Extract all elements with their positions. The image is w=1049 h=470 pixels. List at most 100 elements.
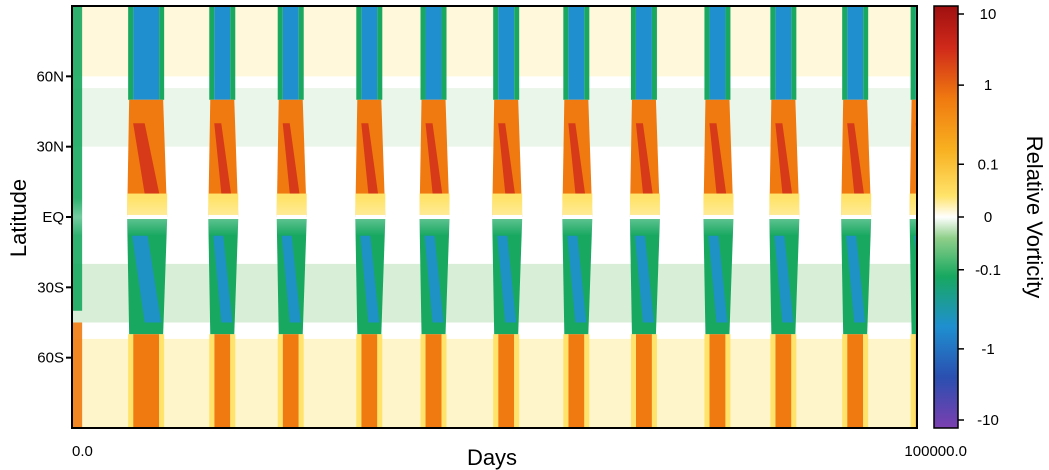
- burst-north-core: [775, 123, 794, 203]
- burst-south-polar: [214, 334, 231, 428]
- burst-north-core: [847, 123, 866, 203]
- burst-south-edge: [514, 334, 520, 428]
- burst-south-polar: [635, 334, 652, 428]
- burst-north-edge: [298, 6, 304, 100]
- burst-south-edge: [563, 334, 569, 428]
- colorbar-tick-label: -1: [981, 341, 994, 358]
- burst-north-polar: [425, 6, 442, 100]
- burst-north-polar: [915, 6, 917, 100]
- burst-north-edge: [910, 6, 916, 100]
- burst-south-polar: [915, 334, 917, 428]
- burst-north-polar: [775, 6, 792, 100]
- burst-south-edge: [770, 334, 776, 428]
- colorbar-tick-label: 0.1: [978, 156, 999, 173]
- burst-north-core: [361, 123, 380, 203]
- y-tick-label: 60N: [36, 68, 64, 85]
- burst-south-edge: [441, 334, 447, 428]
- burst-north-core: [635, 123, 654, 203]
- burst-north-edge: [770, 6, 776, 100]
- burst-north-lobe: [909, 99, 917, 217]
- burst-north-polar: [635, 6, 652, 100]
- burst-north-edge: [493, 6, 499, 100]
- burst-south-edge: [842, 334, 848, 428]
- burst-north-edge: [725, 6, 731, 100]
- y-tick-label: 30N: [36, 139, 64, 156]
- x-tick-label-end: 100000.0: [904, 443, 967, 460]
- equator-fade: [72, 198, 917, 236]
- burst-south-polar: [282, 334, 299, 428]
- burst-south-edge: [298, 334, 304, 428]
- burst-south-polar: [498, 334, 515, 428]
- burst-south-edge: [791, 334, 797, 428]
- burst-south-core: [634, 235, 654, 323]
- burst-north-edge: [277, 6, 283, 100]
- colorbar-tick-label: 1: [984, 77, 992, 94]
- burst-south-core: [281, 235, 301, 323]
- burst-north-polar: [282, 6, 299, 100]
- burst-north-core: [133, 123, 162, 203]
- y-tick-label: 30S: [37, 279, 64, 296]
- burst-south-polar: [361, 334, 378, 428]
- burst-south-edge: [725, 334, 731, 428]
- burst-north-edge: [704, 6, 710, 100]
- burst-north-polar: [847, 6, 864, 100]
- burst-north-edge: [584, 6, 590, 100]
- initial-transient-south: [72, 322, 83, 428]
- burst: [629, 6, 660, 428]
- burst-south-edge: [209, 334, 215, 428]
- burst-south-edge: [910, 334, 916, 428]
- burst-north-edge: [651, 6, 657, 100]
- burst-north-polar: [568, 6, 585, 100]
- burst-north-polar: [498, 6, 515, 100]
- colorbar-tick-label: 0: [984, 209, 992, 226]
- burst-south-edge: [128, 334, 134, 428]
- burst-north-polar: [214, 6, 231, 100]
- burst-south-core: [774, 235, 794, 323]
- colorbar-title: Relative Vorticity: [1022, 136, 1047, 299]
- burst-north-edge: [842, 6, 848, 100]
- y-tick-label: EQ: [42, 209, 64, 226]
- x-tick-label-start: 0.0: [72, 443, 93, 460]
- burst-south-edge: [277, 334, 283, 428]
- burst-south-polar: [133, 334, 160, 428]
- burst-south-polar: [425, 334, 442, 428]
- burst-south-edge: [651, 334, 657, 428]
- heatmap-field: [72, 6, 917, 428]
- burst-south-core: [497, 235, 517, 323]
- burst-south-edge: [230, 334, 236, 428]
- colorbar-tick-label: -10: [977, 412, 999, 429]
- burst-south-edge: [704, 334, 710, 428]
- x-axis-title: Days: [467, 445, 517, 470]
- burst-north-core: [282, 123, 301, 203]
- burst-south-core: [213, 235, 233, 323]
- burst: [419, 6, 450, 428]
- colorbar-gradient: [934, 6, 958, 428]
- burst-south-core: [424, 235, 444, 323]
- burst-south-edge: [159, 334, 165, 428]
- burst-south-lobe: [909, 219, 917, 335]
- burst-south-edge: [630, 334, 636, 428]
- burst-south-edge: [356, 334, 362, 428]
- burst-north-core: [915, 123, 917, 137]
- burst-north-polar: [133, 6, 160, 100]
- y-axis: 60N 30N EQ 30S 60S: [36, 68, 72, 367]
- burst-north-edge: [420, 6, 426, 100]
- burst-north-edge: [128, 6, 134, 100]
- y-axis-title: Latitude: [6, 179, 31, 257]
- burst-south-edge: [377, 334, 383, 428]
- burst-south-polar: [775, 334, 792, 428]
- burst-north-core: [568, 123, 587, 203]
- burst-north-polar: [709, 6, 726, 100]
- burst-north-edge: [514, 6, 520, 100]
- burst-north-edge: [630, 6, 636, 100]
- burst-north-edge: [377, 6, 383, 100]
- colorbar-tick-label: -0.1: [975, 262, 1001, 279]
- burst-south-edge: [493, 334, 499, 428]
- burst-north-edge: [563, 6, 569, 100]
- colorbar-tick-label: 10: [980, 6, 997, 23]
- burst-south-core: [567, 235, 587, 323]
- burst-south-polar: [709, 334, 726, 428]
- burst-north-edge: [863, 6, 869, 100]
- burst-south-edge: [420, 334, 426, 428]
